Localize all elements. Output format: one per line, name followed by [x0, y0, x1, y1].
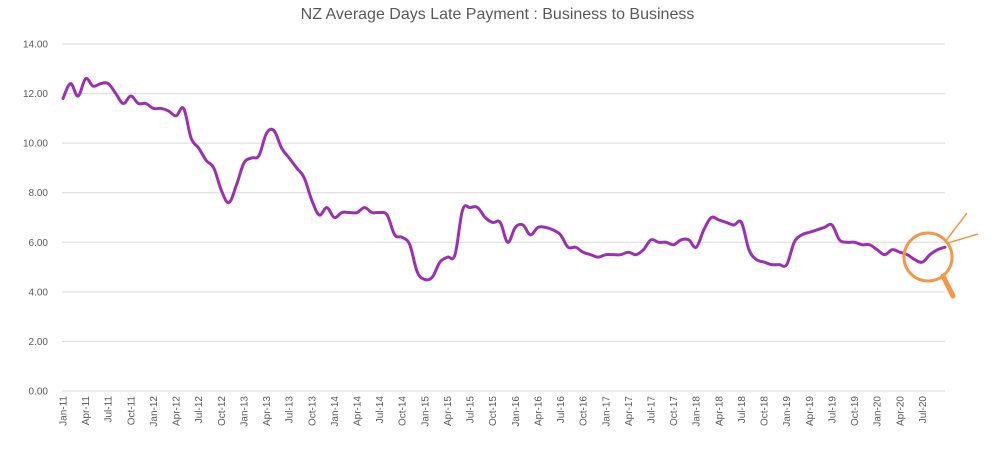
x-tick-label: Oct-16 — [579, 396, 590, 426]
x-tick-label: Apr-11 — [81, 396, 92, 426]
x-tick-label: Apr-14 — [353, 396, 364, 426]
x-tick-label: Jan-20 — [873, 396, 884, 427]
x-tick-label: Apr-15 — [443, 396, 454, 426]
x-tick-label: Jul-20 — [918, 396, 929, 424]
x-tick-label: Jan-14 — [330, 396, 341, 427]
x-tick-label: Apr-16 — [533, 396, 544, 426]
y-tick-label: 0.00 — [29, 387, 49, 398]
series-line — [61, 76, 947, 282]
y-tick-label: 6.00 — [29, 238, 49, 249]
x-tick-label: Apr-12 — [172, 396, 183, 426]
x-tick-label: Oct-13 — [307, 396, 318, 426]
x-tick-label: Oct-11 — [126, 396, 137, 426]
x-tick-label: Jul-12 — [194, 396, 205, 424]
x-tick-label: Jul-14 — [375, 396, 386, 424]
x-tick-label: Jul-18 — [737, 396, 748, 424]
x-tick-label: Apr-18 — [714, 396, 725, 426]
x-tick-label: Apr-20 — [895, 396, 906, 426]
x-tick-label: Jan-11 — [59, 396, 70, 426]
highlight-circle — [902, 231, 954, 283]
y-tick-label: 8.00 — [29, 188, 49, 199]
x-tick-label: Jan-17 — [601, 396, 612, 427]
x-tick-label: Oct-14 — [398, 396, 409, 426]
y-tick-label: 14.00 — [23, 40, 48, 51]
x-tick-label: Jan-13 — [239, 396, 250, 427]
x-tick-label: Oct-15 — [488, 396, 499, 426]
x-tick-label: Jan-18 — [692, 396, 703, 427]
y-tick-label: 2.00 — [29, 337, 49, 348]
x-tick-label: Oct-17 — [669, 396, 680, 426]
y-tick-label: 10.00 — [23, 139, 48, 150]
x-tick-label: Jan-12 — [149, 396, 160, 427]
x-tick-label: Jul-15 — [466, 396, 477, 424]
x-tick-label: Jul-19 — [827, 396, 838, 424]
y-tick-label: 4.00 — [29, 287, 49, 298]
x-tick-label: Oct-18 — [760, 396, 771, 426]
x-tick-label: Jul-16 — [556, 396, 567, 424]
magnifier-handle — [940, 273, 956, 299]
x-tick-label: Oct-19 — [850, 396, 861, 426]
y-tick-label: 12.00 — [23, 89, 48, 100]
callout-ray — [944, 212, 968, 243]
chart-title: NZ Average Days Late Payment : Business … — [300, 6, 695, 23]
x-tick-label: Jan-19 — [782, 396, 793, 427]
x-tick-label: Jan-15 — [420, 396, 431, 427]
x-tick-label: Oct-12 — [217, 396, 228, 426]
x-tick-label: Jan-16 — [511, 396, 522, 427]
x-tick-label: Apr-19 — [805, 396, 816, 426]
x-tick-label: Apr-13 — [262, 396, 273, 426]
x-tick-label: Jul-11 — [104, 396, 115, 423]
x-tick-label: Jul-13 — [285, 396, 296, 424]
callout-ray — [947, 233, 979, 244]
x-tick-label: Apr-17 — [624, 396, 635, 426]
x-tick-label: Jul-17 — [647, 396, 658, 424]
